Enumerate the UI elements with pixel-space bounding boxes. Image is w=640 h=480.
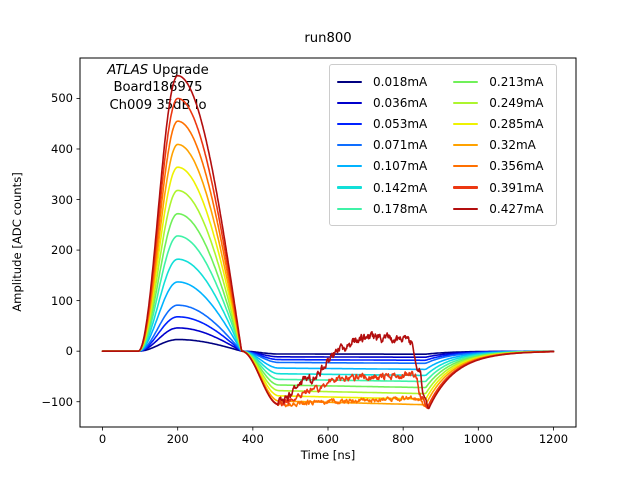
y-tick-label: 400 (51, 141, 73, 156)
legend-item: 0.285mA (453, 116, 544, 131)
legend-label: 0.178mA (373, 201, 428, 216)
x-tick-label: 400 (241, 432, 264, 446)
legend-label: 0.018mA (373, 74, 428, 89)
chart-title: run800 (304, 31, 352, 46)
legend-swatch (337, 186, 362, 189)
legend-swatch (337, 101, 362, 104)
legend-item: 0.213mA (453, 74, 544, 89)
annotation-line-3: Ch009 35dB lo (109, 97, 207, 113)
y-tick-label: 500 (51, 91, 73, 106)
legend-swatch (453, 165, 479, 168)
y-tick-label: 100 (51, 293, 73, 308)
legend-item: 0.356mA (453, 159, 544, 174)
legend-item: 0.036mA (337, 97, 427, 109)
annotation-line-1: ATLAS Upgrade (107, 62, 208, 79)
series-curve-0.071mA (101, 304, 555, 365)
legend-label: 0.249mA (489, 95, 544, 110)
legend-swatch (337, 122, 362, 126)
annotation-brand: ATLAS (107, 63, 149, 78)
legend-item: 0.107mA (337, 160, 427, 172)
legend-item: 0.071mA (337, 139, 427, 151)
legend-label: 0.071mA (373, 138, 428, 153)
legend-item: 0.053mA (337, 118, 427, 130)
legend-label: 0.356mA (489, 159, 544, 174)
annotation-line-1-rest: Upgrade (152, 63, 209, 78)
legend-swatch (453, 122, 479, 126)
legend-swatch (453, 80, 479, 83)
x-tick-label: 600 (317, 432, 339, 446)
legend-swatch (453, 101, 479, 104)
series-curve-0.178mA (101, 235, 555, 383)
x-tick-label: 1200 (538, 432, 569, 446)
legend-item: 0.391mA (453, 180, 544, 195)
legend-swatch (337, 165, 362, 168)
legend-swatch (453, 144, 479, 147)
y-tick-label: 300 (51, 192, 73, 207)
legend-label: 0.32mA (489, 138, 536, 153)
legend-label: 0.107mA (373, 159, 428, 174)
legend-label: 0.285mA (489, 116, 544, 131)
legend-label: 0.142mA (373, 180, 428, 195)
y-tick-label: 200 (51, 243, 73, 258)
y-tick-label: 0 (65, 344, 73, 359)
legend-label: 0.213mA (489, 74, 544, 89)
legend-item: 0.018mA (337, 76, 427, 88)
x-tick-label: 1000 (463, 432, 493, 446)
legend-label: 0.036mA (373, 95, 428, 110)
legend-swatch (337, 144, 362, 147)
legend-item: 0.142mA (337, 182, 427, 194)
x-axis-label: Time [ns] (300, 448, 356, 462)
annotation-line-2: Board186975 (113, 80, 203, 96)
legend-swatch (337, 207, 362, 210)
legend-swatch (453, 207, 479, 210)
legend-label: 0.053mA (373, 116, 428, 131)
legend-item: 0.249mA (453, 95, 544, 110)
legend-item: 0.32mA (453, 139, 543, 151)
legend-swatch (453, 186, 479, 189)
legend-label: 0.391mA (489, 180, 544, 195)
legend-item: 0.427mA (453, 201, 544, 216)
legend-item: 0.178mA (337, 203, 427, 215)
x-tick-label: 0 (98, 432, 107, 446)
legend: 0.018mA 0.036mA 0.053mA 0.071mA 0.107mA 0.142… (329, 64, 557, 227)
y-tick-label: −100 (41, 394, 73, 409)
annotation: ATLAS Upgrade Board186975 Ch009 35dB lo (107, 62, 208, 114)
x-tick-label: 800 (392, 432, 415, 446)
x-tick-label: 200 (166, 432, 189, 446)
legend-label: 0.427mA (489, 201, 544, 216)
series-curve-0.427mA (101, 74, 555, 410)
legend-swatch (337, 80, 362, 83)
